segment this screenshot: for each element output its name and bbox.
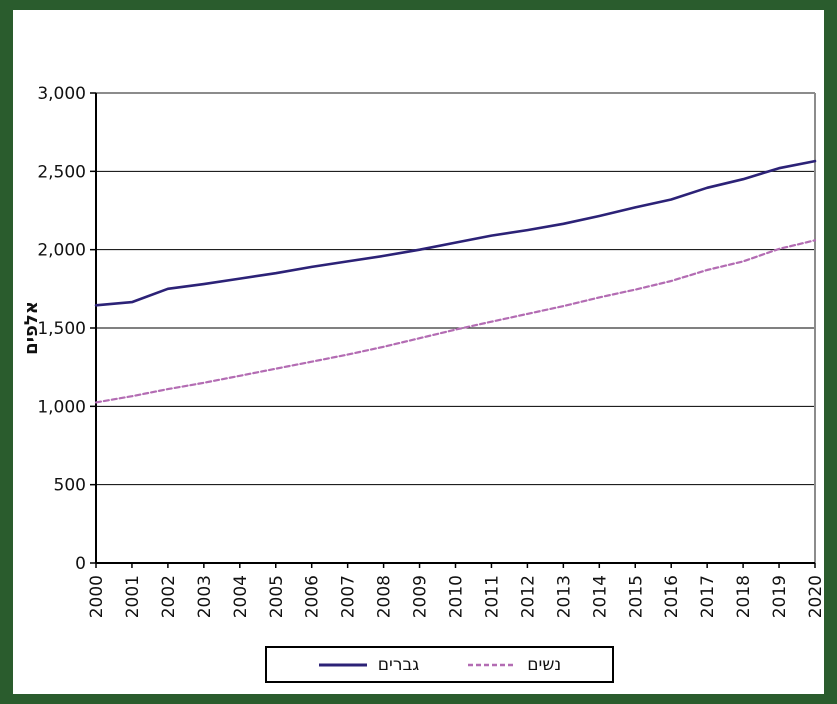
x-tick-label: 2001 [123, 575, 143, 618]
x-tick-label: 2002 [159, 575, 179, 618]
x-tick-label: 2010 [447, 575, 467, 618]
series-line-men [94, 159, 817, 307]
y-tick-label: 2,000 [37, 241, 86, 261]
y-tick-label: 1,000 [37, 397, 86, 417]
x-tick-label: 2014 [590, 575, 610, 618]
x-tick-label: 2016 [662, 575, 682, 618]
tick-marks [90, 92, 816, 568]
x-tick-label: 2004 [231, 575, 251, 618]
x-tick-label: 2017 [698, 575, 718, 618]
x-tick-label: 2011 [482, 575, 502, 618]
axis-labels: 0 500 1,000 1,500 2,000 2,500 3,000 2000 2001 200… [21, 84, 824, 618]
gridlines [96, 92, 816, 563]
x-tick-label: 2005 [267, 575, 287, 618]
x-tick-label: 2020 [806, 575, 824, 618]
legend: גברים נשים [265, 646, 614, 683]
x-tick-label: 2003 [195, 575, 215, 618]
x-tick-label: 2007 [339, 575, 359, 618]
y-tick-label: 500 [54, 476, 86, 496]
legend-label-men: גברים [377, 654, 420, 675]
series-line-women [94, 239, 817, 404]
women-dashed-line-sample [468, 663, 517, 666]
x-tick-label: 2000 [87, 575, 107, 618]
y-tick-label: 1,500 [37, 319, 86, 339]
men-solid-line-sample [318, 663, 367, 666]
x-tick-label: 2015 [626, 575, 646, 618]
legend-item-women: נשים [467, 655, 561, 675]
legend-item-men: גברים [318, 654, 420, 675]
x-tick-label: 2008 [375, 575, 395, 618]
series-lines [94, 159, 817, 404]
x-tick-label: 2018 [734, 575, 754, 618]
y-tick-label: 2,500 [37, 162, 86, 182]
legend-label-women: נשים [527, 654, 562, 675]
x-tick-label: 2019 [770, 575, 790, 618]
line-chart-plot: 0 500 1,000 1,500 2,000 2,500 3,000 2000 2001 200… [21, 84, 824, 618]
x-tick-label: 2009 [411, 575, 431, 618]
x-tick-label: 2012 [518, 575, 538, 618]
y-tick-label: 3,000 [37, 84, 86, 104]
y-tick-label: 0 [75, 554, 86, 574]
x-tick-label: 2013 [554, 575, 574, 618]
x-tick-label: 2006 [303, 575, 323, 618]
y-axis-title: אלפים [21, 301, 42, 355]
